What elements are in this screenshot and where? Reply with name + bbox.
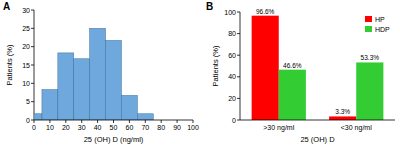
x-tick <box>113 120 114 123</box>
histogram-bar <box>137 114 153 120</box>
histogram-bar <box>34 114 42 120</box>
y-tick <box>31 65 34 66</box>
bar <box>356 62 383 120</box>
y-tick <box>31 10 34 11</box>
y-tick-label: 10 <box>22 80 30 87</box>
x-axis-label: 25 (OH) D (ng/ml) <box>84 135 144 144</box>
bar <box>279 70 306 120</box>
y-tick-label: 25 <box>22 25 30 32</box>
labels: 96.6% 46.6% 3.3% 53.3% <box>256 8 379 116</box>
histogram-bar <box>74 59 90 120</box>
y-tick-label: 20 <box>22 43 30 50</box>
x-tick <box>193 120 194 123</box>
y-tick-label: 5 <box>26 98 30 105</box>
x-tick-label: 60 <box>126 124 134 131</box>
y-tick-label: 40 <box>228 73 236 80</box>
y-tick-label: 0 <box>26 117 30 124</box>
y-tick <box>237 12 240 13</box>
legend-label: HDP <box>375 26 390 33</box>
x-tick-label: 10 <box>46 124 54 131</box>
x-tick <box>97 120 98 123</box>
x-tick-label: 20 <box>62 124 70 131</box>
data-label: 46.6% <box>283 62 302 69</box>
y-axis-label: Patients (%) <box>211 45 220 86</box>
histogram-bar <box>58 53 74 120</box>
legend-label: HP <box>375 16 385 23</box>
x-tick <box>34 120 35 123</box>
y-tick <box>237 98 240 99</box>
histogram-bar <box>106 40 122 120</box>
panel-label: B <box>206 1 213 12</box>
x-tick-label: 90 <box>173 124 181 131</box>
x-tick-label: 30 <box>78 124 86 131</box>
y-tick <box>31 120 34 121</box>
y-axis-label: Patients (%) <box>5 44 14 85</box>
x-axis <box>240 120 395 121</box>
y-tick <box>31 83 34 84</box>
x-tick <box>129 120 130 123</box>
x-tick <box>177 120 178 123</box>
bar <box>252 16 279 120</box>
data-label: 3.3% <box>335 108 350 115</box>
panel-0: A 0 5 10 15 20 25 30 Patients (%) 0 10 20 30 40 50 60 70… <box>3 1 199 144</box>
bar <box>329 116 356 120</box>
y-tick-label: 100 <box>224 9 236 16</box>
legend: HP HDP <box>365 16 390 33</box>
x-axis-label: 25 (OH) D <box>300 135 335 144</box>
data-label: 96.6% <box>256 8 275 15</box>
x-tick-label: 50 <box>110 124 118 131</box>
histogram-bar <box>121 95 137 120</box>
x-tick <box>81 120 82 123</box>
x-tick <box>65 120 66 123</box>
histogram-bar <box>42 90 58 120</box>
marks <box>34 28 153 120</box>
legend-swatch <box>365 26 372 32</box>
panel-1: B 0 20 40 60 80 100 Patients (%) 96.6% 46.6% 3.3% 5… <box>206 1 395 144</box>
figure: A 0 5 10 15 20 25 30 Patients (%) 0 10 20 30 40 50 60 70… <box>0 0 400 151</box>
y-tick-label: 30 <box>22 7 30 14</box>
x-tick-label: 40 <box>94 124 102 131</box>
y-tick <box>237 55 240 56</box>
y-tick-label: 0 <box>232 117 236 124</box>
panel-label: A <box>3 1 10 12</box>
y-tick <box>31 46 34 47</box>
x-tick-label: 0 <box>32 124 36 131</box>
marks <box>252 16 384 120</box>
y-tick <box>31 28 34 29</box>
y-tick-label: 60 <box>228 52 236 59</box>
y-tick-label: 20 <box>228 95 236 102</box>
legend-swatch <box>365 16 372 22</box>
x-tick <box>145 120 146 123</box>
y-tick <box>31 101 34 102</box>
x-tick <box>49 120 50 123</box>
x-tick-label: 80 <box>157 124 165 131</box>
x-tick <box>161 120 162 123</box>
y-tick-label: 15 <box>22 62 30 69</box>
x-tick-label: >30 ng/ml <box>263 124 294 132</box>
y-axis <box>240 12 241 120</box>
y-tick <box>237 120 240 121</box>
x-tick-label: 100 <box>187 124 199 131</box>
histogram-bar <box>90 28 106 120</box>
x-tick-label: <30 ng/ml <box>341 124 372 132</box>
x-tick-label: 70 <box>141 124 149 131</box>
data-label: 53.3% <box>361 54 380 61</box>
y-tick <box>237 76 240 77</box>
y-tick-label: 80 <box>228 30 236 37</box>
y-tick <box>237 33 240 34</box>
